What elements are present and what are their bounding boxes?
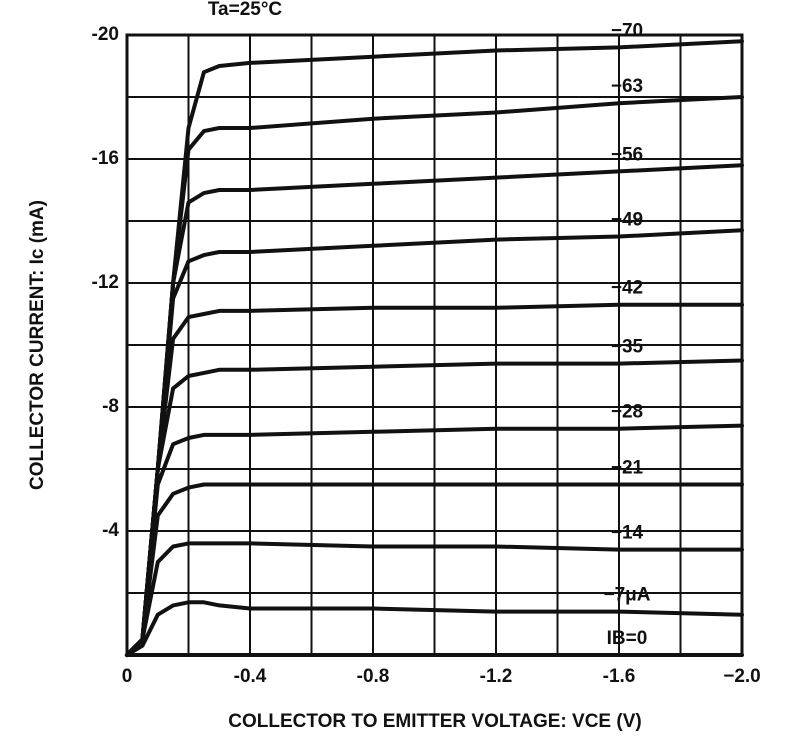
curve-label: −49 xyxy=(611,210,643,231)
x-tick-label: -0.8 xyxy=(357,666,390,687)
x-axis-title: COLLECTOR TO EMITTER VOLTAGE: VCE (V) xyxy=(228,711,641,732)
curve-label: −21 xyxy=(611,458,644,479)
x-tick-label: -1.2 xyxy=(480,666,513,687)
y-tick-label: -8 xyxy=(102,396,119,417)
x-tick-label: -0.4 xyxy=(234,666,267,687)
y-tick-label: -16 xyxy=(92,148,119,169)
curve-label: −28 xyxy=(611,402,643,423)
x-tick-label: 0 xyxy=(122,666,133,687)
curve-label: −56 xyxy=(611,144,643,165)
curve-label: −42 xyxy=(611,278,643,299)
curve-label: IB=0 xyxy=(607,628,648,649)
curve-label: −7μA xyxy=(603,585,650,606)
curve xyxy=(125,600,744,657)
curve xyxy=(125,541,744,657)
y-tick-label: -20 xyxy=(92,24,119,45)
annotation: Ta=25°C xyxy=(208,0,283,20)
curve xyxy=(125,423,744,657)
curve-label: −70 xyxy=(611,20,643,41)
x-tick-label: −2.0 xyxy=(723,666,761,687)
curve xyxy=(125,482,744,657)
curve-label: −63 xyxy=(611,76,643,97)
x-tick-label: -1.6 xyxy=(603,666,636,687)
y-axis-title: COLLECTOR CURRENT: Ic (mA) xyxy=(27,200,48,490)
y-tick-label: -4 xyxy=(102,520,119,541)
curve-label: −14 xyxy=(611,523,644,544)
curve-label: −35 xyxy=(611,337,644,358)
y-tick-label: -12 xyxy=(92,272,119,293)
